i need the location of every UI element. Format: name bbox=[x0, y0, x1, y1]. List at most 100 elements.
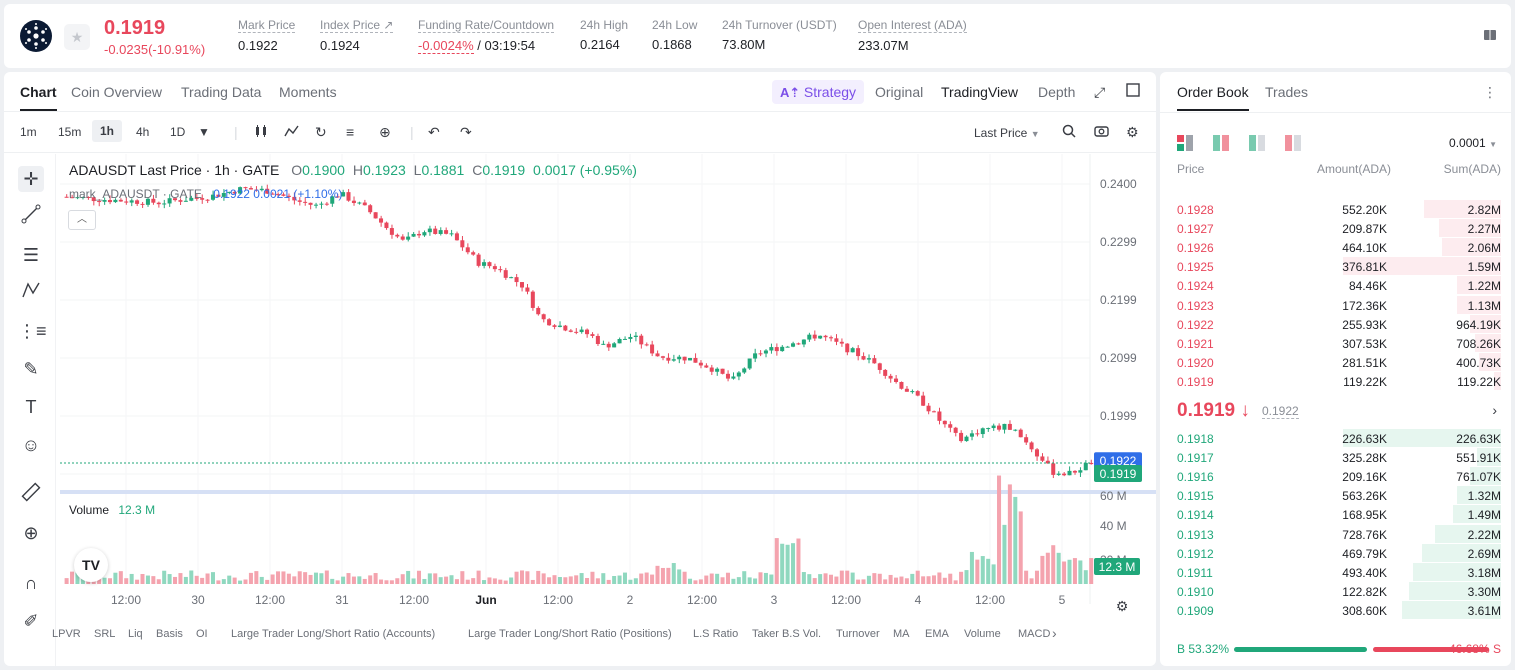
book-icon[interactable] bbox=[1483, 28, 1497, 42]
interval-dropdown-icon[interactable]: ▼ bbox=[198, 125, 210, 139]
more-icon[interactable]: ⋮ bbox=[1483, 84, 1497, 100]
order-book-row[interactable]: 0.1926 464.10K 2.06M bbox=[1160, 238, 1511, 257]
undo-icon[interactable]: ↶ bbox=[428, 124, 440, 140]
interval-15m[interactable]: 15m bbox=[58, 125, 82, 139]
emoji-icon[interactable]: ☺ bbox=[21, 435, 41, 455]
tab-depth[interactable]: Depth bbox=[1038, 84, 1076, 100]
tab-trades[interactable]: Trades bbox=[1265, 84, 1309, 100]
indicator-ema[interactable]: EMA bbox=[925, 628, 949, 640]
indicator-macd[interactable]: MACD bbox=[1018, 628, 1051, 640]
indicator-l-s-ratio[interactable]: L.S Ratio bbox=[693, 628, 739, 640]
order-book-row[interactable]: 0.1909 308.60K 3.61M bbox=[1160, 600, 1511, 620]
favorite-star-icon[interactable]: ★ bbox=[64, 24, 90, 50]
order-book-row[interactable]: 0.1910 122.82K 3.30M bbox=[1160, 581, 1511, 601]
precision-select[interactable]: 0.0001 ▼ bbox=[1449, 136, 1497, 150]
refresh-icon[interactable]: ↻ bbox=[315, 124, 327, 140]
indicator-basis[interactable]: Basis bbox=[156, 628, 183, 640]
order-book-row[interactable]: 0.1921 307.53K 708.26K bbox=[1160, 333, 1511, 353]
interval-1h[interactable]: 1h bbox=[92, 120, 123, 142]
window-icon[interactable] bbox=[1126, 83, 1140, 100]
order-book-row[interactable]: 0.1928 552.20K 2.82M bbox=[1160, 200, 1511, 219]
zoom-in-icon[interactable]: ⊕ bbox=[23, 523, 39, 543]
candlestick-chart[interactable]: 0.24000.22990.21990.20990.19990.189912:0… bbox=[60, 154, 1156, 666]
candle-body bbox=[416, 233, 421, 236]
tab-tradingview[interactable]: TradingView bbox=[941, 84, 1019, 100]
order-book-row[interactable]: 0.1915 563.26K 1.32M bbox=[1160, 486, 1511, 505]
add-alert-icon[interactable]: ⊕ bbox=[379, 124, 391, 140]
mid-mark-price[interactable]: 0.1922 bbox=[1262, 404, 1299, 419]
candle-body bbox=[406, 236, 411, 240]
tab-chart[interactable]: Chart bbox=[20, 84, 57, 111]
candle-type-icon[interactable] bbox=[254, 124, 268, 141]
indicator-oi[interactable]: OI bbox=[196, 628, 208, 640]
funding-rate-value[interactable]: -0.0024% bbox=[418, 38, 474, 54]
layout-bids-asks-icon[interactable] bbox=[1213, 135, 1231, 156]
order-book-row[interactable]: 0.1927 209.87K 2.27M bbox=[1160, 219, 1511, 238]
indicator-large-trader-long-short-ratio-positions-[interactable]: Large Trader Long/Short Ratio (Positions… bbox=[468, 628, 672, 640]
order-book-row[interactable]: 0.1920 281.51K 400.73K bbox=[1160, 352, 1511, 372]
expand-icon[interactable]: ⤢ bbox=[1094, 84, 1106, 100]
price-chart[interactable]: 0.24000.22990.21990.20990.19990.189912:0… bbox=[60, 154, 1156, 666]
stat-label[interactable]: Open Interest (ADA) bbox=[858, 18, 967, 33]
pattern-icon[interactable] bbox=[18, 280, 44, 306]
interval-1m[interactable]: 1m bbox=[20, 125, 37, 139]
search-icon[interactable] bbox=[1062, 124, 1076, 141]
order-book-row[interactable]: 0.1919 119.22K 119.22K bbox=[1160, 371, 1511, 391]
chevron-up-icon[interactable]: ︿ bbox=[68, 210, 96, 230]
lock-draw-icon[interactable]: ✐ bbox=[23, 611, 39, 631]
redo-icon[interactable]: ↷ bbox=[460, 124, 472, 140]
indicator-liq[interactable]: Liq bbox=[128, 628, 143, 640]
order-book-row[interactable]: 0.1918 226.63K 226.63K bbox=[1160, 429, 1511, 448]
indicator-taker-b-s-vol-[interactable]: Taker B.S Vol. bbox=[752, 628, 822, 640]
horizontal-lines-icon[interactable]: ☰ bbox=[22, 245, 40, 265]
text-icon[interactable]: T bbox=[25, 397, 37, 417]
indicator-lpvr[interactable]: LPVR bbox=[52, 628, 81, 640]
axis-settings-icon[interactable]: ⚙ bbox=[1116, 599, 1129, 615]
tab-trading-data[interactable]: Trading Data bbox=[181, 84, 262, 100]
order-book-row[interactable]: 0.1922 255.93K 964.19K bbox=[1160, 314, 1511, 334]
indicator-srl[interactable]: SRL bbox=[94, 628, 116, 640]
strategy-button[interactable]: A⇡ Strategy bbox=[772, 80, 865, 104]
chevron-right-icon[interactable]: › bbox=[1492, 402, 1497, 418]
stat-label[interactable]: Mark Price bbox=[238, 18, 296, 33]
indicator-large-trader-long-short-ratio-accounts-[interactable]: Large Trader Long/Short Ratio (Accounts) bbox=[231, 628, 436, 640]
interval-4h[interactable]: 4h bbox=[136, 125, 150, 139]
brush-icon[interactable]: ✎ bbox=[23, 359, 39, 379]
order-book-row[interactable]: 0.1914 168.95K 1.49M bbox=[1160, 505, 1511, 524]
camera-icon[interactable] bbox=[1094, 124, 1109, 141]
order-book-row[interactable]: 0.1912 469.79K 2.69M bbox=[1160, 543, 1511, 563]
stat-label[interactable]: Index Price ↗ bbox=[320, 18, 394, 33]
tab-order-book[interactable]: Order Book bbox=[1177, 84, 1249, 111]
volume-bar bbox=[509, 577, 514, 584]
indicator-turnover[interactable]: Turnover bbox=[836, 628, 880, 640]
magnet-icon[interactable]: ∩ bbox=[24, 573, 38, 593]
ruler-icon[interactable] bbox=[18, 482, 44, 508]
order-book-row[interactable]: 0.1911 493.40K 3.18M bbox=[1160, 562, 1511, 582]
order-book-row[interactable]: 0.1916 209.16K 761.07K bbox=[1160, 467, 1511, 486]
chevron-right-icon[interactable]: › bbox=[1052, 625, 1057, 641]
tab-original[interactable]: Original bbox=[875, 84, 924, 100]
tab-coin-overview[interactable]: Coin Overview bbox=[71, 84, 163, 100]
order-book-row[interactable]: 0.1925 376.81K 1.59M bbox=[1160, 257, 1511, 276]
trend-line-icon[interactable] bbox=[18, 204, 44, 230]
drawing-tools: ✛ ☰ ⋮≡ ✎ T ☺ ⊕ ∩ ✐ bbox=[4, 154, 56, 666]
order-book-row[interactable]: 0.1924 84.46K 1.22M bbox=[1160, 276, 1511, 295]
templates-icon[interactable]: ≡ bbox=[346, 124, 355, 140]
indicators-icon[interactable] bbox=[284, 124, 299, 141]
crosshair-icon[interactable]: ✛ bbox=[18, 166, 44, 192]
candle-body bbox=[823, 335, 828, 338]
order-book-row[interactable]: 0.1917 325.28K 551.91K bbox=[1160, 448, 1511, 467]
interval-1d[interactable]: 1D bbox=[170, 125, 186, 139]
price-type-select[interactable]: Last Price ▼ bbox=[974, 126, 1040, 140]
stat-label[interactable]: Funding Rate/Countdown bbox=[418, 18, 555, 33]
tab-moments[interactable]: Moments bbox=[279, 84, 337, 100]
indicator-ma[interactable]: MA bbox=[893, 628, 910, 640]
gear-icon[interactable]: ⚙ bbox=[1126, 124, 1139, 140]
order-book-row[interactable]: 0.1923 172.36K 1.13M bbox=[1160, 295, 1511, 315]
fib-icon[interactable]: ⋮≡ bbox=[18, 321, 47, 341]
layout-asks-icon[interactable] bbox=[1285, 135, 1303, 156]
layout-bids-icon[interactable] bbox=[1249, 135, 1267, 156]
order-book-row[interactable]: 0.1913 728.76K 2.22M bbox=[1160, 524, 1511, 544]
indicator-volume[interactable]: Volume bbox=[964, 628, 1001, 640]
layout-both-icon[interactable] bbox=[1177, 135, 1195, 156]
